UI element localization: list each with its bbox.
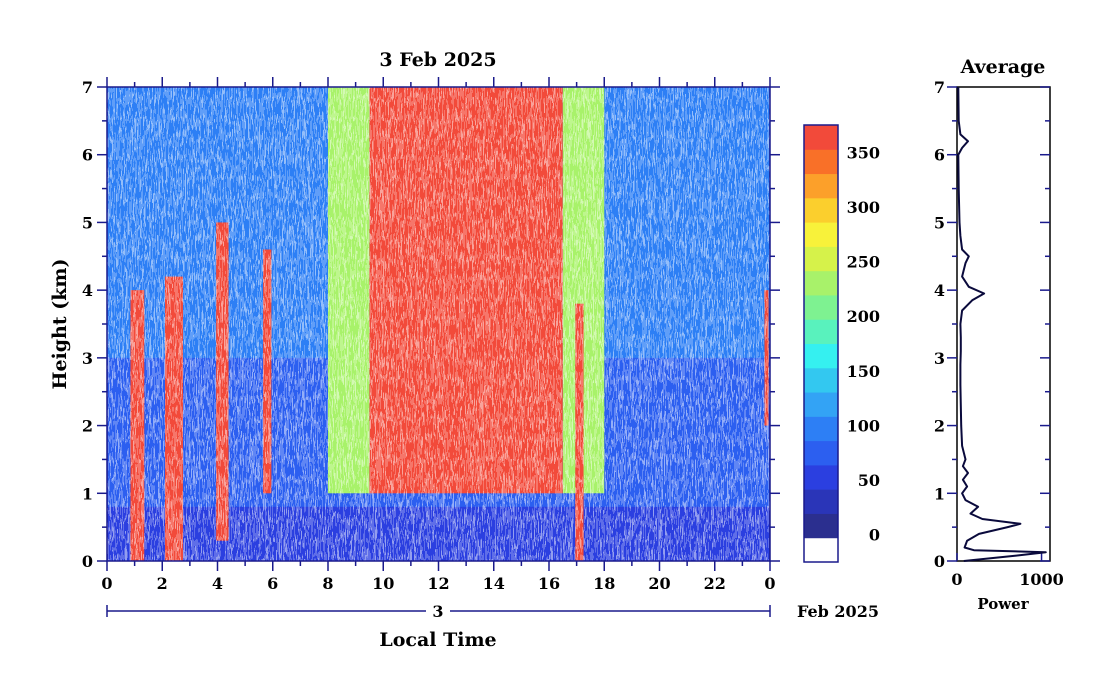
colorbar-bin bbox=[804, 197, 838, 223]
colorbar-bin bbox=[804, 489, 838, 514]
main-y-axis: 0 1 2 3 4 5 6 7 bbox=[82, 78, 780, 571]
main-x-axis: 0 2 4 6 8 10 12 14 16 18 20 22 0 bbox=[101, 77, 776, 593]
y-tick-label: 2 bbox=[82, 417, 93, 436]
avg-y-tick-label: 1 bbox=[934, 484, 945, 503]
colorbar-bin bbox=[804, 294, 838, 320]
colorbar-frame bbox=[803, 124, 839, 563]
y-tick-label: 4 bbox=[82, 281, 93, 300]
colorbar-bin bbox=[804, 392, 838, 417]
y-tick-label: 7 bbox=[82, 78, 93, 97]
colorbar: 0 50 100 150 200 250 300 350 bbox=[803, 124, 880, 563]
colorbar-bin bbox=[804, 367, 838, 393]
x-tick-label: 22 bbox=[704, 574, 726, 593]
main-x-axis-label: Local Time bbox=[379, 629, 496, 651]
colorbar-bin bbox=[804, 246, 838, 272]
x-tick-label: 0 bbox=[764, 574, 775, 593]
x-tick-label: 10 bbox=[372, 574, 394, 593]
x-tick-label: 2 bbox=[157, 574, 168, 593]
date-bar-month-label: Feb 2025 bbox=[797, 602, 879, 621]
avg-y-tick-label: 0 bbox=[934, 552, 945, 571]
main-title: 3 Feb 2025 bbox=[379, 49, 496, 71]
colorbar-bin bbox=[804, 319, 838, 344]
x-tick-label: 14 bbox=[483, 574, 505, 593]
avg-x-tick-label: 1000 bbox=[1019, 570, 1064, 589]
average-title: Average bbox=[960, 56, 1046, 78]
x-tick-label: 16 bbox=[538, 574, 560, 593]
colorbar-bin bbox=[804, 222, 838, 247]
x-tick-label: 20 bbox=[648, 574, 670, 593]
colorbar-tick-label: 0 bbox=[869, 526, 880, 545]
y-tick-label: 5 bbox=[82, 213, 93, 232]
avg-y-tick-label: 3 bbox=[934, 349, 945, 368]
colorbar-bin bbox=[804, 513, 838, 539]
avg-y-tick-label: 6 bbox=[934, 146, 945, 165]
x-tick-label: 0 bbox=[101, 574, 112, 593]
y-tick-label: 3 bbox=[82, 349, 93, 368]
date-bar-day-label: 3 bbox=[432, 602, 443, 621]
colorbar-tick-label: 250 bbox=[847, 253, 880, 272]
colorbar-bin bbox=[804, 537, 838, 563]
heatmap-area bbox=[107, 87, 770, 561]
colorbar-tick-label: 100 bbox=[847, 416, 880, 435]
colorbar-bin bbox=[804, 149, 838, 175]
x-tick-label: 6 bbox=[267, 574, 278, 593]
avg-y-tick-label: 7 bbox=[934, 78, 945, 97]
average-x-axis-label: Power bbox=[977, 595, 1029, 613]
y-tick-label: 6 bbox=[82, 146, 93, 165]
avg-y-tick-label: 4 bbox=[934, 281, 945, 300]
colorbar-tick-label: 300 bbox=[847, 198, 880, 217]
colorbar-bin bbox=[804, 270, 838, 296]
colorbar-bin bbox=[804, 464, 838, 490]
colorbar-bin bbox=[804, 343, 838, 369]
colorbar-tick-label: 50 bbox=[858, 471, 880, 490]
colorbar-bin bbox=[804, 125, 838, 150]
y-tick-label: 0 bbox=[82, 552, 93, 571]
colorbar-tick-label: 200 bbox=[847, 307, 880, 326]
x-tick-label: 12 bbox=[427, 574, 449, 593]
x-tick-label: 18 bbox=[593, 574, 615, 593]
date-bar: 3 Feb 2025 bbox=[106, 602, 879, 621]
avg-y-tick-label: 5 bbox=[934, 213, 945, 232]
colorbar-bin bbox=[804, 440, 838, 466]
main-y-axis-label: Height (km) bbox=[49, 259, 71, 390]
heatmap-speckle bbox=[107, 87, 770, 561]
colorbar-bin bbox=[804, 173, 838, 199]
avg-y-tick-label: 2 bbox=[934, 417, 945, 436]
colorbar-tick-label: 150 bbox=[847, 362, 880, 381]
x-tick-label: 8 bbox=[322, 574, 333, 593]
average-power-line bbox=[957, 86, 1047, 562]
avg-x-tick-label: 0 bbox=[951, 570, 962, 589]
average-frame bbox=[956, 86, 1051, 562]
colorbar-bin bbox=[804, 416, 838, 442]
average-axes: 0 1 2 3 4 5 6 7 0 1000 bbox=[934, 78, 1064, 589]
colorbar-tick-label: 350 bbox=[847, 143, 880, 162]
x-tick-label: 4 bbox=[212, 574, 223, 593]
y-tick-label: 1 bbox=[82, 484, 93, 503]
